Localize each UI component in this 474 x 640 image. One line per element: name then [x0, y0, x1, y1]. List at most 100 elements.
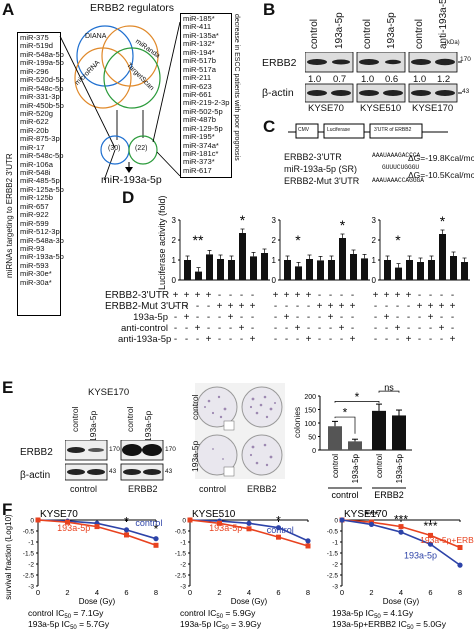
f-series-label: 193a-5p	[209, 523, 242, 533]
d-bar	[339, 238, 346, 280]
d-sig-star: *	[295, 232, 301, 248]
d-sign: -	[350, 312, 355, 323]
left-mirna-list: miR-375 miR-519d miR-548a-5p miR-199a-5p miR…	[20, 33, 64, 287]
f-xtick-label: 8	[306, 588, 310, 597]
d-sign: -	[284, 323, 289, 334]
marker-170: 170	[460, 56, 471, 63]
d-sign: +	[338, 323, 345, 334]
f-ytick-label: -0.5	[327, 529, 339, 536]
f-series-label: control	[267, 525, 294, 535]
e-marker-43-a: 43	[109, 468, 117, 475]
d-sign: +	[327, 301, 334, 312]
d-sign: -	[195, 301, 200, 312]
d-sign: -	[184, 323, 189, 334]
left-list-item: miR-519d	[20, 41, 53, 51]
e-sig: *	[343, 406, 348, 420]
d-sign: -	[306, 323, 311, 334]
d-tick-label: 1	[172, 256, 177, 265]
right-list-item: miR-617	[183, 165, 212, 175]
panel-label-a: A	[2, 0, 15, 19]
e-tick-label: 150	[304, 408, 316, 415]
d-sign: -	[328, 290, 333, 301]
e-tick-label: 50	[308, 435, 316, 442]
e-bar-xlabel: control	[375, 454, 384, 478]
d-sign: +	[172, 290, 179, 301]
e-bracket	[378, 390, 400, 393]
left-list-item: miR-875-3p	[20, 134, 60, 144]
d-sign: -	[317, 312, 322, 323]
d-sign: +	[194, 323, 201, 334]
d-sign: -	[173, 323, 178, 334]
western-blot-e	[65, 440, 164, 481]
f-xtick-label: 2	[217, 588, 221, 597]
d-sign: +	[349, 301, 356, 312]
left-list-item: miR-922	[20, 210, 49, 220]
d-bar	[306, 259, 313, 280]
b-cell-line: KYSE510	[360, 103, 402, 114]
right-list-item: miR-502-5p	[183, 106, 223, 116]
f-ic50-2: 193a-5p+ERBB2 IC50 = 5.0Gy	[332, 619, 447, 631]
d-sign: +	[238, 323, 245, 334]
right-list-item: miR-132*	[183, 39, 215, 49]
d-bar	[217, 259, 224, 280]
left-list-axis-label: miRNAs targeting to ERBB2 3'UTR	[5, 153, 14, 278]
d-sign: -	[373, 301, 378, 312]
d-sign: -	[239, 290, 244, 301]
d-sign: -	[328, 323, 333, 334]
d-sign: +	[449, 301, 456, 312]
d-sign: -	[339, 334, 344, 345]
d-sign: +	[283, 290, 290, 301]
b-cell-line: KYSE70	[308, 103, 344, 114]
f-xtick-label: 8	[458, 588, 462, 597]
left-list-item: miR-548a-3p	[20, 235, 64, 245]
right-list-item: miR-211	[183, 73, 212, 83]
d-sign: +	[394, 323, 401, 334]
f-ytick-label: -2.5	[175, 573, 187, 580]
d-sign: +	[416, 301, 423, 312]
e-bracket	[334, 401, 380, 404]
left-list-box	[17, 32, 61, 316]
left-list-item: miR-30e*	[20, 269, 52, 279]
f-title: KYSE510	[192, 509, 236, 520]
f-ytick-label: -1.5	[23, 551, 35, 558]
d-sign: +	[183, 290, 190, 301]
f-ic50-2: 193a-5p IC50 = 3.9Gy	[180, 619, 262, 631]
d-bar	[284, 260, 291, 280]
d-sign: -	[417, 334, 422, 345]
f-star: *	[154, 522, 159, 536]
e-marker-170-a: 170	[109, 446, 120, 453]
b-col-label: control	[362, 18, 373, 49]
d-sign: -	[384, 301, 389, 312]
d-sign: -	[284, 301, 289, 312]
left-list-item: miR-512-3p	[20, 227, 60, 237]
d-sign: -	[217, 290, 222, 301]
left-list-item: miR-599	[20, 218, 49, 228]
d-sign: +	[372, 290, 379, 301]
d-sign: -	[306, 312, 311, 323]
d-sign: +	[294, 290, 301, 301]
dg1: ΔG=-19.8Kcal/mol	[408, 153, 474, 163]
d-sign: -	[284, 334, 289, 345]
d-sign: -	[273, 312, 278, 323]
wt-label: ERBB2-3'UTR	[284, 152, 342, 162]
seq-mut: AAAUAAACCAGGGA	[372, 177, 424, 184]
right-list-item: miR-194*	[183, 47, 215, 57]
d-sign: -	[350, 290, 355, 301]
d-sign: +	[227, 301, 234, 312]
cmv-label: CMV	[298, 127, 310, 133]
d-sig-star: *	[440, 213, 446, 229]
f-xtick-label: 0	[188, 588, 192, 597]
right-list-item: miR-185*	[183, 14, 215, 23]
d-bar	[439, 234, 446, 280]
f-xlabel: Dose (Gy)	[79, 597, 116, 606]
f-title: KYSE70	[40, 509, 78, 520]
d-sign: -	[339, 312, 344, 323]
d-sign: +	[249, 301, 256, 312]
f-series-label: 193a-5p	[404, 551, 437, 561]
d-sign: -	[273, 334, 278, 345]
d-tick-label: 3	[172, 216, 177, 225]
d-sign: -	[317, 334, 322, 345]
f-star: *	[124, 515, 129, 529]
d-sign: -	[228, 323, 233, 334]
left-list-item: miR-548i	[20, 168, 51, 177]
